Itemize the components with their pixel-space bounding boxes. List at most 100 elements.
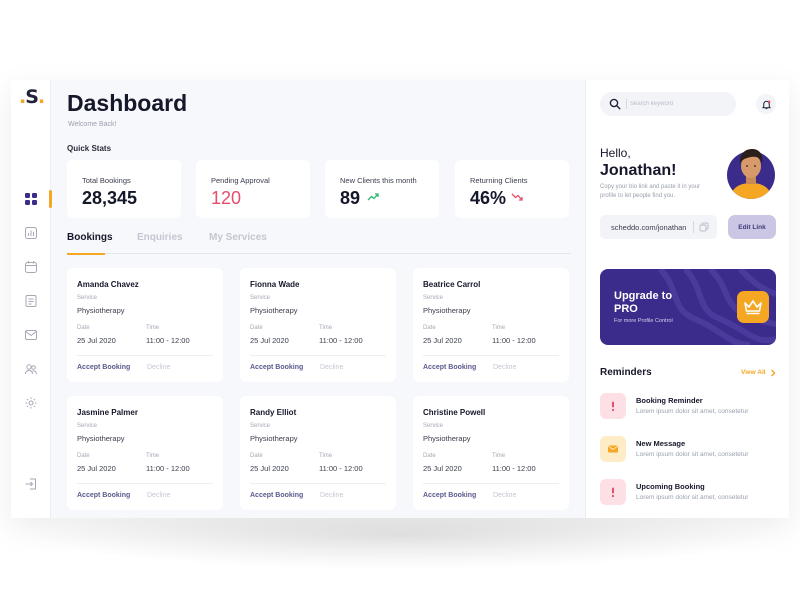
avatar[interactable] [726,144,776,200]
notifications-button[interactable] [756,94,776,114]
accept-booking-button[interactable]: Accept Booking [250,492,304,499]
accept-booking-button[interactable]: Accept Booking [77,364,131,371]
booking-card: Fionna Wade Service Physiotherapy Date 2… [240,268,396,382]
client-name: Christine Powell [423,408,486,417]
stat-card-returning-clients: Returning Clients 46% [455,160,569,218]
stat-value: 120 [211,188,242,208]
time-label: Time [146,453,160,459]
crown-icon [744,300,762,315]
service-label: Service [77,423,98,429]
date-value: 25 Jul 2020 [423,464,462,473]
accept-booking-button[interactable]: Accept Booking [250,364,304,371]
logo[interactable]: .S. [19,86,45,108]
time-label: Time [492,453,506,459]
booking-card: Randy Elliot Service Physiotherapy Date … [240,396,396,510]
accept-booking-button[interactable]: Accept Booking [77,492,131,499]
time-label: Time [492,325,506,331]
reminder-description: Lorem ipsum dolor sit amet, consetetur [636,408,749,415]
time-value: 11:00 - 12:00 [319,336,363,345]
stat-value: 89 [340,188,361,208]
client-name: Beatrice Carrol [423,280,481,289]
user-name: Jonathan! [600,162,677,179]
copy-icon[interactable] [699,222,709,232]
accept-booking-button[interactable]: Accept Booking [423,492,477,499]
booking-card: Amanda Chavez Service Physiotherapy Date… [67,268,223,382]
reminder-icon-box [600,436,626,462]
document-icon[interactable] [24,294,38,308]
profile-link: scheddo.com/jonathan [611,223,687,232]
logout-icon[interactable] [24,477,38,491]
search-input[interactable] [630,96,730,112]
time-value: 11:00 - 12:00 [319,464,363,473]
gear-icon[interactable] [24,396,38,410]
alert-icon [611,401,615,412]
tab-enquiries[interactable]: Enquiries [137,232,183,243]
divider [423,483,559,484]
tab-bar: Bookings Enquiries My Services [67,232,571,255]
service-label: Service [423,423,444,429]
profile-link-field[interactable]: scheddo.com/jonathan [600,215,717,239]
time-value: 11:00 - 12:00 [492,336,536,345]
accept-booking-button[interactable]: Accept Booking [423,364,477,371]
upgrade-pro-banner[interactable]: Upgrade to PRO For more Profile Control [600,269,776,345]
reminder-icon-box [600,479,626,505]
link-separator [693,221,694,233]
time-label: Time [146,325,160,331]
time-value: 11:00 - 12:00 [146,464,190,473]
date-label: Date [77,453,90,459]
client-name: Jasmine Palmer [77,408,138,417]
stat-label: New Clients this month [340,176,417,185]
reminder-title[interactable]: Upcoming Booking [636,482,705,491]
users-icon[interactable] [24,362,38,376]
search-icon[interactable] [609,98,621,110]
date-label: Date [250,325,263,331]
time-value: 11:00 - 12:00 [146,336,190,345]
nav-active-indicator [49,190,52,208]
trend-up-icon [367,193,379,201]
date-label: Date [423,453,436,459]
tab-bookings[interactable]: Bookings [67,232,113,243]
decline-button[interactable]: Decline [147,492,171,499]
divider [77,355,213,356]
bio-hint: Copy your bio link and paste it in your … [600,184,701,199]
date-label: Date [250,453,263,459]
divider [423,355,559,356]
decline-button[interactable]: Decline [320,492,344,499]
chart-icon[interactable] [24,226,38,240]
service-value: Physiotherapy [77,434,125,443]
reminder-description: Lorem ipsum dolor sit amet, consetetur [636,451,749,458]
mail-icon [608,445,618,453]
tab-active-indicator [67,253,105,255]
tab-my-services[interactable]: My Services [209,232,267,243]
mail-icon[interactable] [24,328,38,342]
decline-button[interactable]: Decline [493,364,517,371]
calendar-icon[interactable] [24,260,38,274]
greeting: Hello, [600,146,631,160]
stat-label: Pending Approval [211,176,270,185]
decline-button[interactable]: Decline [493,492,517,499]
edit-link-button[interactable]: Edit Link [728,215,776,239]
upgrade-subtitle: For more Profile Control [614,318,673,324]
divider [250,355,386,356]
reminders-title: Reminders [600,367,652,378]
client-name: Fionna Wade [250,280,300,289]
reminder-description: Lorem ipsum dolor sit amet, consetetur [636,494,749,501]
trend-down-icon [511,193,523,201]
stat-label: Total Bookings [82,176,131,185]
reminder-title[interactable]: Booking Reminder [636,396,703,405]
decline-button[interactable]: Decline [147,364,171,371]
stat-card-pending-approval: Pending Approval 120 [196,160,310,218]
decline-button[interactable]: Decline [320,364,344,371]
stat-value: 28,345 [82,188,138,208]
service-value: Physiotherapy [77,306,125,315]
view-all-link[interactable]: View All [741,369,766,376]
sidebar: .S. [11,80,52,518]
dashboard-icon[interactable] [24,192,38,206]
quick-stats-label: Quick Stats [67,144,112,153]
booking-card: Beatrice Carrol Service Physiotherapy Da… [413,268,569,382]
date-value: 25 Jul 2020 [423,336,462,345]
reminder-title[interactable]: New Message [636,439,686,448]
chevron-right-icon[interactable] [770,369,776,377]
search-separator [626,99,627,109]
divider [250,483,386,484]
